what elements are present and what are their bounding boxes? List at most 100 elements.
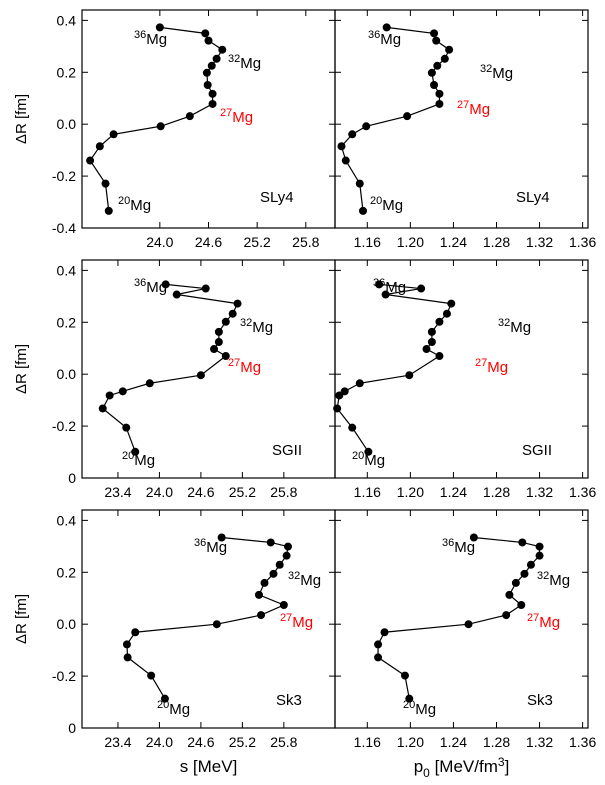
mass-number: 27 — [457, 99, 469, 111]
y-tick-label: 0.4 — [57, 512, 77, 528]
data-point — [160, 694, 169, 703]
data-point — [335, 391, 344, 400]
x-tick-label: 1.36 — [569, 734, 596, 750]
x-tick-label: 24.0 — [146, 234, 173, 250]
mass-number: 20 — [403, 699, 415, 711]
data-point — [123, 653, 132, 662]
data-point — [208, 89, 217, 98]
data-point — [212, 54, 221, 63]
x-tick-label: 1.24 — [440, 734, 467, 750]
element: Mg — [292, 614, 313, 631]
data-point — [364, 447, 373, 456]
data-point — [275, 560, 284, 569]
model-label: SGII — [272, 442, 302, 459]
data-point — [254, 590, 263, 599]
isotope-label: 32Mg — [537, 570, 570, 589]
data-point — [156, 122, 165, 131]
x-tick-label: 1.36 — [569, 234, 596, 250]
x-tick-label: 25.2 — [244, 234, 271, 250]
data-point — [210, 345, 219, 354]
data-point — [218, 45, 227, 54]
data-point — [348, 423, 357, 432]
isotope-label: 36Mg — [373, 277, 406, 296]
x-tick-label: 25.8 — [292, 234, 319, 250]
model-label: SLy4 — [260, 189, 294, 206]
data-point — [279, 600, 288, 609]
y-tick-label: 0.2 — [57, 314, 77, 330]
data-point — [435, 89, 444, 98]
panel-frame — [334, 509, 589, 729]
data-point — [355, 179, 364, 188]
data-point — [269, 569, 278, 578]
data-point — [337, 142, 346, 151]
data-point — [348, 130, 357, 139]
data-point — [212, 620, 221, 629]
mass-number: 20 — [118, 195, 130, 207]
data-point — [375, 280, 384, 289]
x-tick-label: 23.4 — [104, 484, 131, 500]
x-tick-label: 1.20 — [397, 734, 424, 750]
data-point — [502, 611, 511, 620]
isotope-label: 27Mg — [475, 357, 508, 376]
data-point — [233, 299, 242, 308]
data-point — [333, 404, 342, 413]
data-point — [405, 694, 414, 703]
isotope-label: 32Mg — [288, 570, 321, 589]
element: Mg — [232, 109, 253, 126]
isotope-label: 27Mg — [457, 99, 490, 118]
y-tick-label: -0.2 — [52, 668, 76, 684]
y-tick-label: 0 — [68, 720, 76, 736]
mass-number: 20 — [370, 195, 382, 207]
isotope-label: 32Mg — [480, 63, 513, 82]
data-point — [122, 640, 131, 649]
mass-number: 20 — [157, 699, 169, 711]
data-point — [217, 533, 226, 542]
data-point — [427, 327, 436, 336]
x-tick-label: 24.6 — [187, 484, 214, 500]
element: Mg — [206, 539, 227, 556]
data-point — [433, 61, 442, 70]
mass-number: 32 — [288, 570, 300, 582]
data-point — [511, 578, 520, 587]
x-tick-label: 1.36 — [569, 484, 596, 500]
data-point — [204, 36, 213, 45]
element: Mg — [146, 279, 167, 296]
y-tick-label: 0.4 — [57, 12, 77, 28]
x-axis-label-part: p — [414, 757, 423, 776]
element: Mg — [146, 31, 167, 48]
mass-number: 27 — [280, 612, 292, 624]
panel-frame — [334, 9, 589, 229]
x-tick-label: 24.0 — [146, 484, 173, 500]
x-tick-label: 23.4 — [104, 734, 131, 750]
y-tick-label: -0.2 — [52, 418, 76, 434]
isotope-label: 32Mg — [498, 317, 531, 336]
y-tick-label: 0.0 — [57, 116, 77, 132]
data-point — [430, 81, 439, 90]
mass-number: 27 — [527, 612, 539, 624]
data-point — [101, 179, 110, 188]
data-point — [447, 299, 456, 308]
data-point — [105, 391, 114, 400]
data-point — [341, 156, 350, 165]
mass-number: 32 — [228, 53, 240, 65]
data-point — [417, 284, 426, 293]
data-point — [518, 538, 527, 547]
isotope-label: 36Mg — [134, 277, 167, 296]
isotope-label: 36Mg — [194, 537, 227, 556]
data-point — [340, 387, 349, 396]
element: Mg — [300, 572, 321, 589]
isotope-label: 27Mg — [228, 357, 261, 376]
element: Mg — [549, 572, 570, 589]
x-tick-label: 25.2 — [229, 734, 256, 750]
element: Mg — [385, 279, 406, 296]
data-point — [435, 99, 444, 108]
data-point — [380, 628, 389, 637]
data-point — [432, 36, 441, 45]
y-axis-label: ΔR [fm] — [13, 344, 30, 394]
data-line — [89, 26, 224, 211]
element: Mg — [134, 452, 155, 469]
element: Mg — [252, 319, 273, 336]
isotope-label: 20Mg — [403, 699, 436, 718]
data-point — [405, 371, 414, 380]
